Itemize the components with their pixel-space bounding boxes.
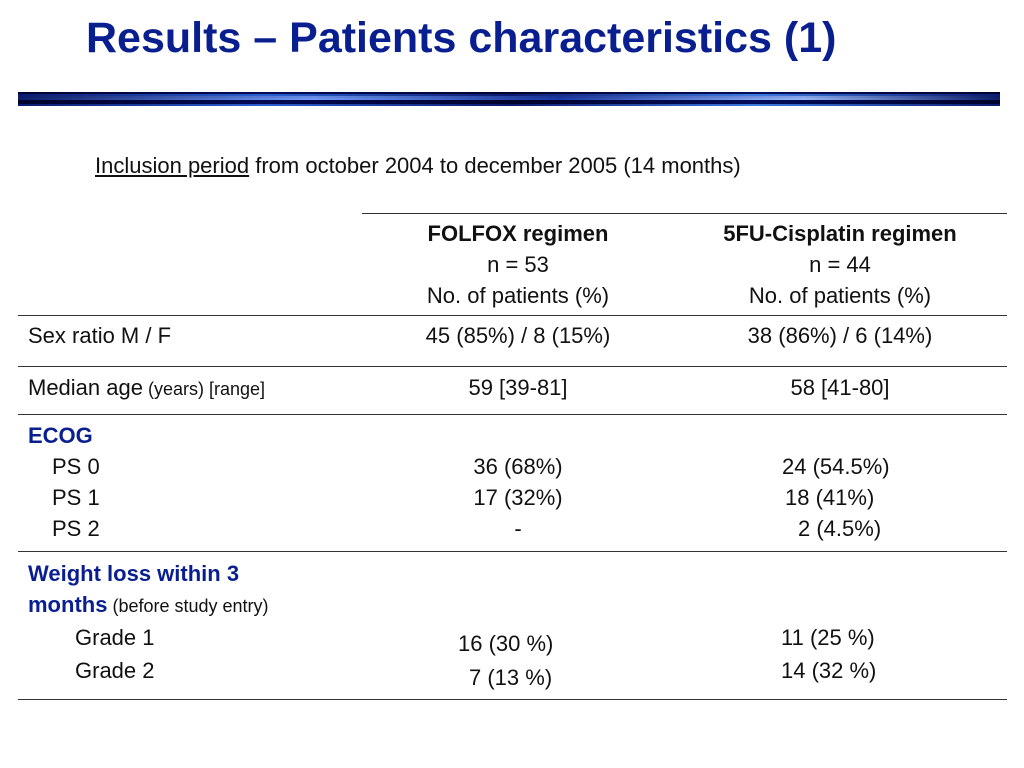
row-label-weight-line2: months (before study entry) — [28, 589, 269, 622]
weight-label-months: months — [28, 592, 108, 617]
age-label: Median age — [28, 375, 143, 400]
ecog-ps1-label: PS 1 — [52, 485, 100, 510]
ecog-ps1-folfox: 17 (32%) — [473, 485, 563, 510]
column-name: 5FU-Cisplatin regimen — [723, 221, 957, 246]
column-header-folfox: FOLFOX regimen n = 53 No. of patients (%… — [368, 218, 668, 311]
weight-grade1-label: Grade 1 — [75, 625, 155, 650]
table-rule-age — [18, 414, 1007, 415]
table-rule-top — [362, 213, 1007, 214]
table-rule-sex — [18, 366, 1007, 367]
row-label-ecog: ECOG — [28, 423, 93, 448]
table-rule-ecog — [18, 551, 1007, 552]
weight-label-detail: (before study entry) — [107, 596, 269, 616]
inclusion-period: Inclusion period from october 2004 to de… — [95, 153, 741, 179]
ecog-ps0-cisplatin: 24 (54.5%) — [782, 454, 890, 479]
ecog-ps0-label: PS 0 — [52, 454, 100, 479]
row-label-weight: Weight loss within 3 — [28, 561, 240, 586]
ecog-ps1-cisplatin: 18 (41%) — [785, 485, 875, 510]
ecog-ps0-folfox: 36 (68%) — [473, 454, 563, 479]
weight-grade1-cisplatin: 11 (25 %) — [781, 625, 875, 650]
weight-grade2-cisplatin: 14 (32 %) — [781, 658, 877, 683]
column-n: n = 44 — [809, 252, 871, 277]
table-rule-bottom — [18, 699, 1007, 700]
column-name: FOLFOX regimen — [427, 221, 609, 246]
ecog-ps2-cisplatin: 2 (4.5%) — [798, 516, 882, 541]
row-label-age: Median age (years) [range] — [28, 372, 265, 405]
ecog-ps2-folfox: - — [514, 516, 522, 541]
cell-sex-cisplatin: 38 (86%) / 6 (14%) — [747, 323, 933, 348]
table-rule-header — [18, 315, 1007, 316]
slide-title: Results – Patients characteristics (1) — [86, 14, 837, 62]
column-n: n = 53 — [487, 252, 549, 277]
title-divider-highlight — [18, 96, 1000, 100]
cell-age-folfox: 59 [39-81] — [468, 375, 568, 400]
age-label-detail: (years) [range] — [142, 379, 266, 399]
inclusion-label: Inclusion period — [95, 153, 250, 178]
row-label-sex: Sex ratio M / F — [28, 323, 172, 348]
weight-grade2-folfox: 7 (13 %) — [469, 665, 553, 690]
ecog-ps2-label: PS 2 — [52, 516, 100, 541]
column-unit: No. of patients (%) — [426, 283, 610, 308]
inclusion-text: from october 2004 to december 2005 (14 m… — [249, 153, 741, 178]
cell-sex-folfox: 45 (85%) / 8 (15%) — [425, 323, 611, 348]
weight-grade2-label: Grade 2 — [75, 658, 155, 683]
cell-age-cisplatin: 58 [41-80] — [790, 375, 890, 400]
column-unit: No. of patients (%) — [748, 283, 932, 308]
column-header-cisplatin: 5FU-Cisplatin regimen n = 44 No. of pati… — [680, 218, 1000, 311]
weight-grade1-folfox: 16 (30 %) — [458, 631, 554, 656]
